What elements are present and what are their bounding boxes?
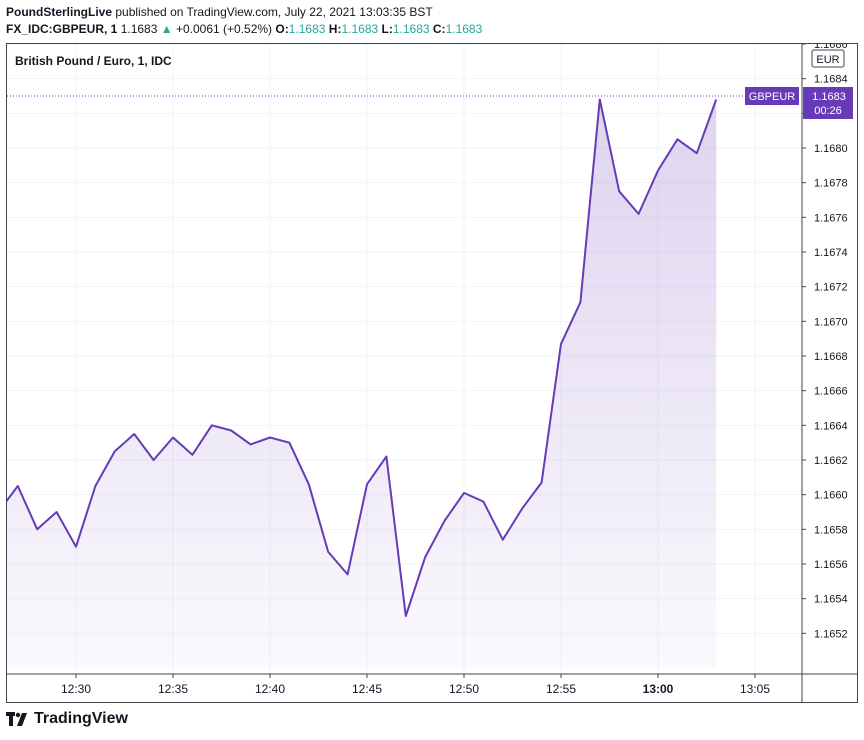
price-chart[interactable]: 1.1652 1.1654 1.1656 1.1658 1.1660 1.1662 1.16… [7, 44, 857, 702]
y-tick-label: 1.1666 [814, 386, 848, 398]
x-tick-label: 13:05 [740, 682, 770, 696]
publication-info: PoundSterlingLive published on TradingVi… [6, 5, 433, 19]
y-tick-label: 1.1670 [814, 316, 848, 328]
symbol-info-line: FX_IDC:GBPEUR, 1 1.1683 ▲ +0.0061 (+0.52… [6, 22, 482, 36]
low-value: 1.1683 [392, 22, 430, 36]
y-tick-label: 1.1652 [814, 628, 848, 640]
price-change: +0.0061 (+0.52%) [175, 22, 273, 36]
chart-frame[interactable]: 1.1652 1.1654 1.1656 1.1658 1.1660 1.1662 1.16… [6, 43, 858, 703]
up-arrow-icon: ▲ [160, 22, 173, 36]
y-tick-label: 1.1686 [814, 44, 848, 51]
chart-legend-title[interactable]: British Pound / Euro, 1, IDC [15, 54, 172, 68]
open-label: O: [275, 22, 289, 36]
low-label: L: [381, 22, 393, 36]
x-tick-label: 12:30 [61, 682, 91, 696]
tradingview-brand: TradingView [34, 710, 128, 727]
y-tick-label: 1.1680 [814, 143, 848, 155]
tradingview-logo[interactable]: TradingView [6, 710, 128, 728]
y-tick-label: 1.1664 [814, 420, 848, 432]
currency-badge[interactable] [811, 49, 845, 68]
bar-countdown: 00:26 [814, 105, 842, 117]
x-tick-label: 12:40 [255, 682, 285, 696]
last-price: 1.1683 [120, 22, 158, 36]
x-tick-label: 12:55 [546, 682, 576, 696]
x-tick-label: 12:45 [352, 682, 382, 696]
y-tick-label: 1.1672 [814, 282, 848, 294]
open-value: 1.1683 [288, 22, 326, 36]
publisher-name[interactable]: PoundSterlingLive [6, 5, 113, 19]
tradingview-logo-icon [6, 712, 27, 726]
y-tick-label: 1.1662 [814, 455, 848, 467]
symbol-tag-label: GBPEUR [749, 91, 796, 103]
high-value: 1.1683 [341, 22, 379, 36]
close-value: 1.1683 [445, 22, 483, 36]
x-tick-label: 12:35 [158, 682, 188, 696]
price-line[interactable] [7, 98, 718, 617]
y-tick-label: 1.1678 [814, 178, 848, 190]
y-tick-label: 1.1660 [814, 490, 848, 502]
published-text: published on TradingView.com, July 22, 2… [115, 5, 433, 19]
symbol-name[interactable]: FX_IDC:GBPEUR, 1 [6, 22, 118, 36]
last-price-tag [803, 87, 853, 119]
y-tick-label: 1.1656 [814, 559, 848, 571]
price-axis[interactable]: 1.1652 1.1654 1.1656 1.1658 1.1660 1.1662 1.16… [802, 44, 848, 640]
price-area-fill [7, 99, 717, 668]
last-price-tag-value: 1.1683 [812, 91, 846, 103]
y-tick-label: 1.1658 [814, 524, 848, 536]
x-tick-label: 12:50 [449, 682, 479, 696]
y-tick-label: 1.1668 [814, 351, 848, 363]
time-axis[interactable]: 12:30 12:35 12:40 12:45 12:50 12:55 13:00 13:05 [61, 674, 770, 696]
high-label: H: [328, 22, 342, 36]
close-label: C: [432, 22, 446, 36]
y-tick-label: 1.1674 [814, 247, 848, 259]
x-tick-label: 13:00 [643, 682, 674, 696]
currency-label: EUR [816, 54, 839, 66]
y-tick-label: 1.1684 [814, 74, 848, 86]
symbol-tag [745, 87, 799, 105]
y-tick-label: 1.1676 [814, 212, 848, 224]
y-tick-label: 1.1654 [814, 594, 848, 606]
